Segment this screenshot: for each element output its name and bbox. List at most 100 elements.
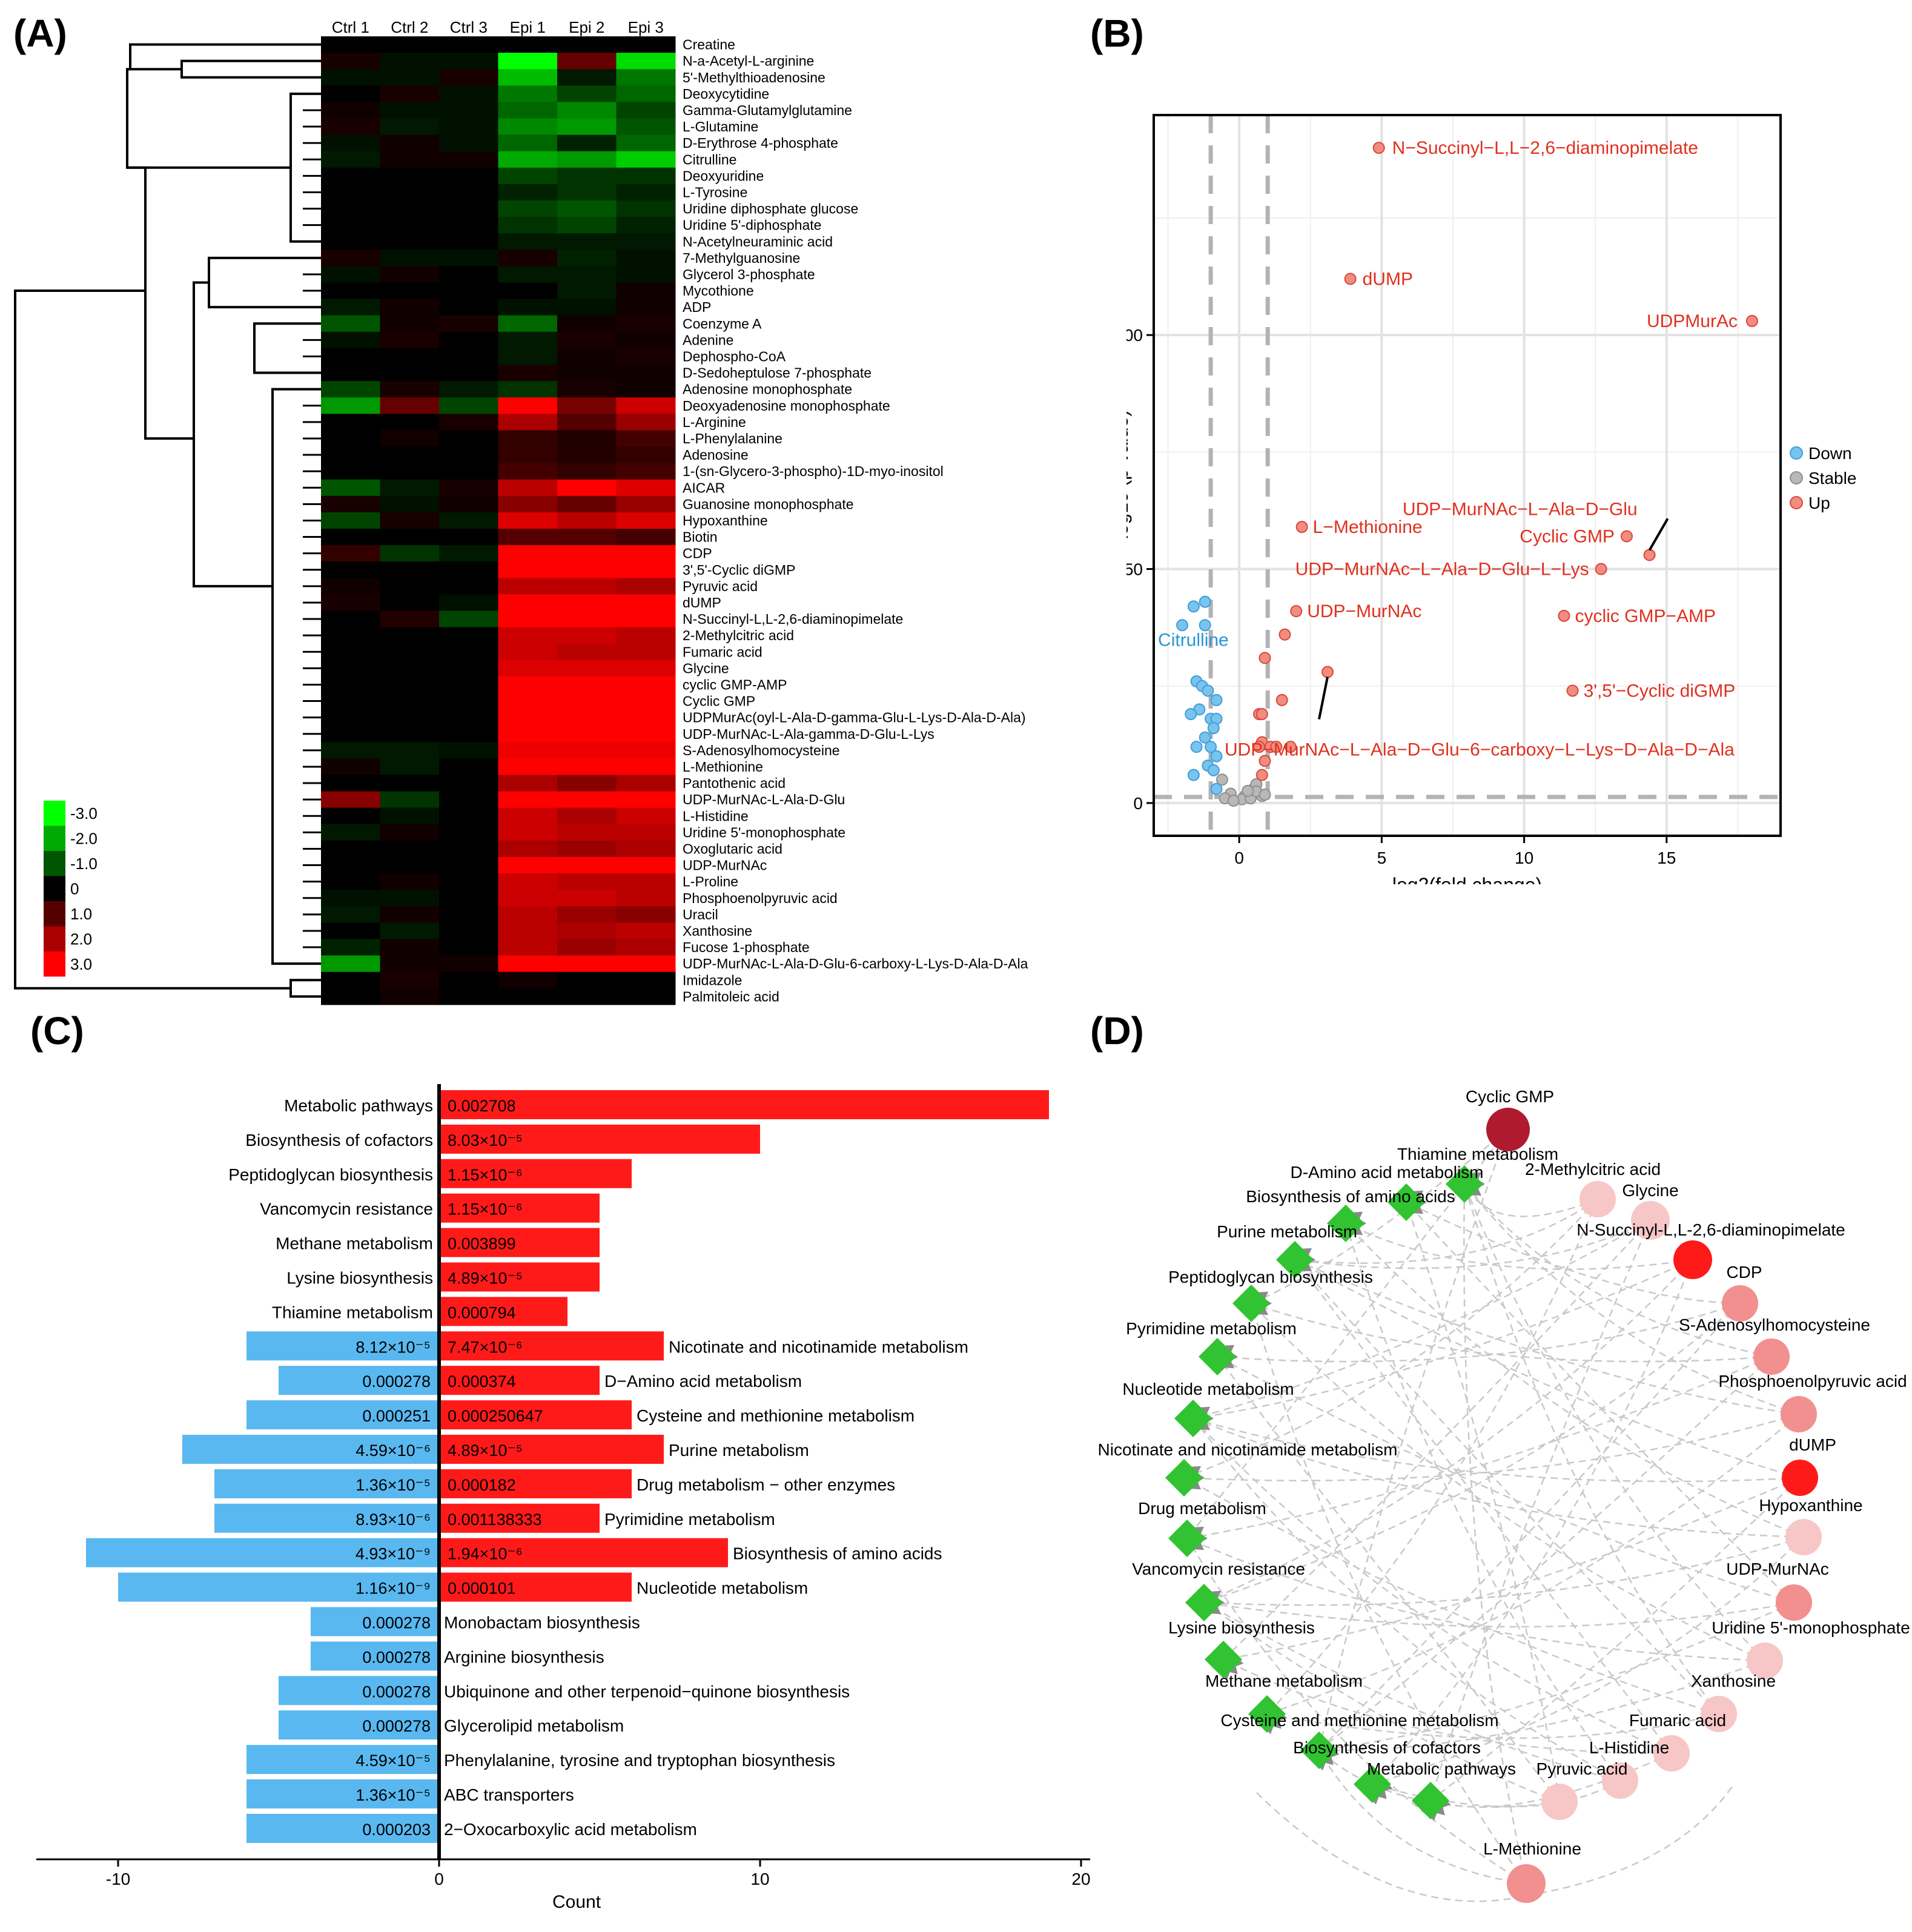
heatmap-cell [380, 627, 440, 644]
bar-down-value: 0.000278 [362, 1372, 431, 1391]
x-tick-label: 5 [1377, 849, 1387, 867]
heatmap-cell [380, 791, 440, 809]
bar-down [246, 1331, 439, 1361]
heatmap-cell [498, 151, 558, 168]
network-edge [1405, 1202, 1561, 1802]
heatmap-cell [616, 939, 676, 956]
heatmap-cell [557, 545, 617, 562]
edge-arrowhead [1194, 1526, 1205, 1536]
heatmap-cell [557, 512, 617, 529]
heatmap-row-label: Mycothione [683, 283, 754, 299]
heatmap-cell [439, 446, 498, 464]
heatmap-cell [616, 873, 676, 890]
heatmap-row-label: UDP-MurNAc-L-Ala-D-Glu [683, 792, 845, 807]
heatmap-row-label: Biotin [683, 529, 718, 545]
heatmap-column-label: Ctrl 2 [391, 18, 428, 36]
heatmap-cell [321, 118, 380, 136]
y-tick-label: 50 [1126, 560, 1143, 579]
bar-up-value: 7.47×10⁻⁶ [448, 1338, 523, 1356]
pathway-node-label: Cysteine and methionine metabolism [1220, 1711, 1498, 1730]
heatmap-cell [380, 134, 440, 152]
legend-swatch [44, 901, 65, 927]
heatmap-cell [380, 660, 440, 677]
network-edge [1345, 1223, 1804, 1538]
heatmap-cell [380, 693, 440, 710]
heatmap-cell [321, 824, 380, 841]
edge-arrowhead [1302, 1262, 1312, 1272]
bar-down-value: 0.000203 [362, 1821, 431, 1839]
heatmap-cell [557, 151, 617, 168]
heatmap-cell [557, 922, 617, 939]
bar-down [182, 1435, 439, 1464]
bar-down [214, 1503, 439, 1533]
x-tick-label: 0 [1234, 849, 1244, 867]
heatmap-cell [321, 971, 380, 989]
network-edge [1266, 1713, 1719, 1739]
heatmap-cell [498, 643, 558, 661]
heatmap-row-label: Deoxyuridine [683, 168, 764, 184]
heatmap-cell [498, 463, 558, 480]
pathway-node [1185, 1584, 1223, 1621]
heatmap-cell [380, 545, 440, 562]
volcano-point-stable [1227, 795, 1240, 807]
heatmap-row-label: Glycerol 3-phosphate [683, 266, 815, 282]
bar-up [439, 1193, 600, 1223]
heatmap-row-label: L-Phenylalanine [683, 431, 782, 446]
x-tick-label: -10 [106, 1870, 130, 1888]
heatmap-cell [616, 545, 676, 562]
bar-up-value: 0.000250647 [448, 1407, 543, 1425]
heatmap-cell [616, 578, 676, 595]
heatmap-cell [380, 775, 440, 792]
heatmap-cell [439, 610, 498, 628]
metabolite-node-label: CDP [1726, 1263, 1762, 1282]
heatmap-row-label: L-Arginine [683, 414, 746, 430]
heatmap-cell [439, 791, 498, 809]
legend-label: 3.0 [70, 955, 92, 973]
y-axis-label: -log10 (p-value) [1126, 410, 1132, 546]
heatmap-row-label: L-Histidine [683, 808, 749, 824]
heatmap-cell [557, 430, 617, 447]
bar-down-value: 0.000278 [362, 1648, 431, 1666]
heatmap-cell [498, 742, 558, 759]
heatmap-cell [321, 53, 380, 70]
network-edge [1294, 1219, 1651, 1269]
heatmap-cell [498, 529, 558, 546]
heatmap-cell [380, 726, 440, 743]
network-edge [1251, 1303, 1765, 1662]
heatmap-cell [380, 561, 440, 578]
volcano-point-down [1199, 731, 1211, 744]
pathway-node [1300, 1732, 1338, 1769]
volcano-point-down [1205, 741, 1217, 753]
heatmap-cell [321, 529, 380, 546]
heatmap-row-label: Phosphoenolpyruvic acid [683, 890, 838, 906]
bar-up [439, 1090, 1049, 1119]
heatmap-row-label: dUMP [683, 595, 721, 610]
heatmap-cell [321, 676, 380, 693]
bar-category-label: Nucleotide metabolism [637, 1579, 808, 1598]
heatmap-cell [498, 430, 558, 447]
metabolite-node-label: L-Histidine [1589, 1738, 1669, 1757]
heatmap-row-label: Uridine 5'-diphosphate [683, 217, 821, 233]
heatmap-cell [616, 299, 676, 316]
bar-category-label: Phenylalanine, tyrosine and tryptophan b… [444, 1751, 835, 1770]
heatmap-row-label: D-Erythrose 4-phosphate [683, 135, 838, 151]
heatmap-cell [321, 134, 380, 152]
heatmap-cell [557, 36, 617, 53]
heatmap-cell [321, 348, 380, 365]
heatmap-row-label: UDP-MurNAc [683, 858, 767, 873]
volcano-point-up [1620, 530, 1633, 543]
heatmap-cell [321, 266, 380, 283]
bar-up-value: 1.94×10⁻⁶ [448, 1545, 523, 1563]
pathway-node-label: Nicotinate and nicotinamide metabolism [1098, 1440, 1398, 1459]
heatmap-cell [380, 906, 440, 923]
network-edge [1464, 1183, 1772, 1358]
network-edge [1223, 1220, 1651, 1660]
heatmap-cell [321, 775, 380, 792]
dendrogram-branch [129, 43, 321, 71]
pathway-node [1276, 1241, 1314, 1279]
heatmap-cell [439, 643, 498, 661]
heatmap-cell [380, 315, 440, 332]
metabolite-node [1753, 1338, 1790, 1375]
heatmap-cell [557, 85, 617, 102]
edge-arrowhead [1272, 1719, 1282, 1729]
